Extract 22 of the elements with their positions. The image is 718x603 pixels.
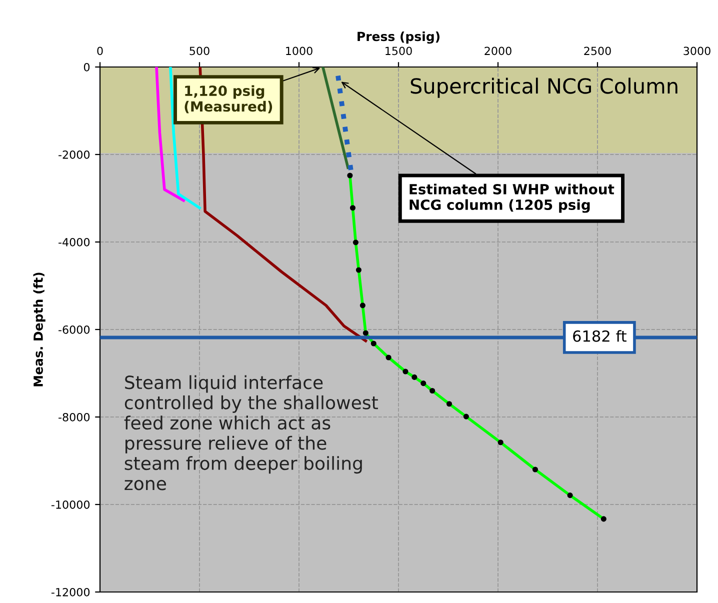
y-tick-label: -12000 <box>51 588 90 596</box>
x-tick-label: 1000 <box>286 46 312 56</box>
y-tick-label: -6000 <box>58 325 90 334</box>
line-series <box>155 67 185 202</box>
x-tick-label: 500 <box>190 46 210 56</box>
y-axis-title: Meas. Depth (ft) <box>33 272 46 386</box>
x-tick-label: 1500 <box>386 46 412 56</box>
x-axis-title: Press (psig) <box>358 31 440 44</box>
x-tick-label: 2500 <box>584 46 611 56</box>
band-label: Supercritical NCG Column <box>410 78 678 98</box>
annotation: 1,120 psig (Measured) <box>184 85 272 114</box>
y-tick-label: -2000 <box>58 150 90 159</box>
x-tick-label: 3000 <box>684 46 710 56</box>
x-tick-label: 2000 <box>484 46 512 56</box>
y-tick-label: -8000 <box>58 412 90 422</box>
y-tick-label: -10000 <box>51 500 90 509</box>
x-tick-label: 0 <box>97 46 103 56</box>
y-tick-label: -4000 <box>58 238 90 246</box>
annotation: Steam liquid interface controlled by the shallowest feed zone which act as pressure relieve of the steam from deeper boiling zone <box>124 375 378 490</box>
annotation: Estimated SI WHP without NCG column (1205 psig <box>410 184 614 213</box>
y-tick-label: 0 <box>84 62 90 72</box>
ref-line-label: 6182 ft <box>573 330 626 342</box>
